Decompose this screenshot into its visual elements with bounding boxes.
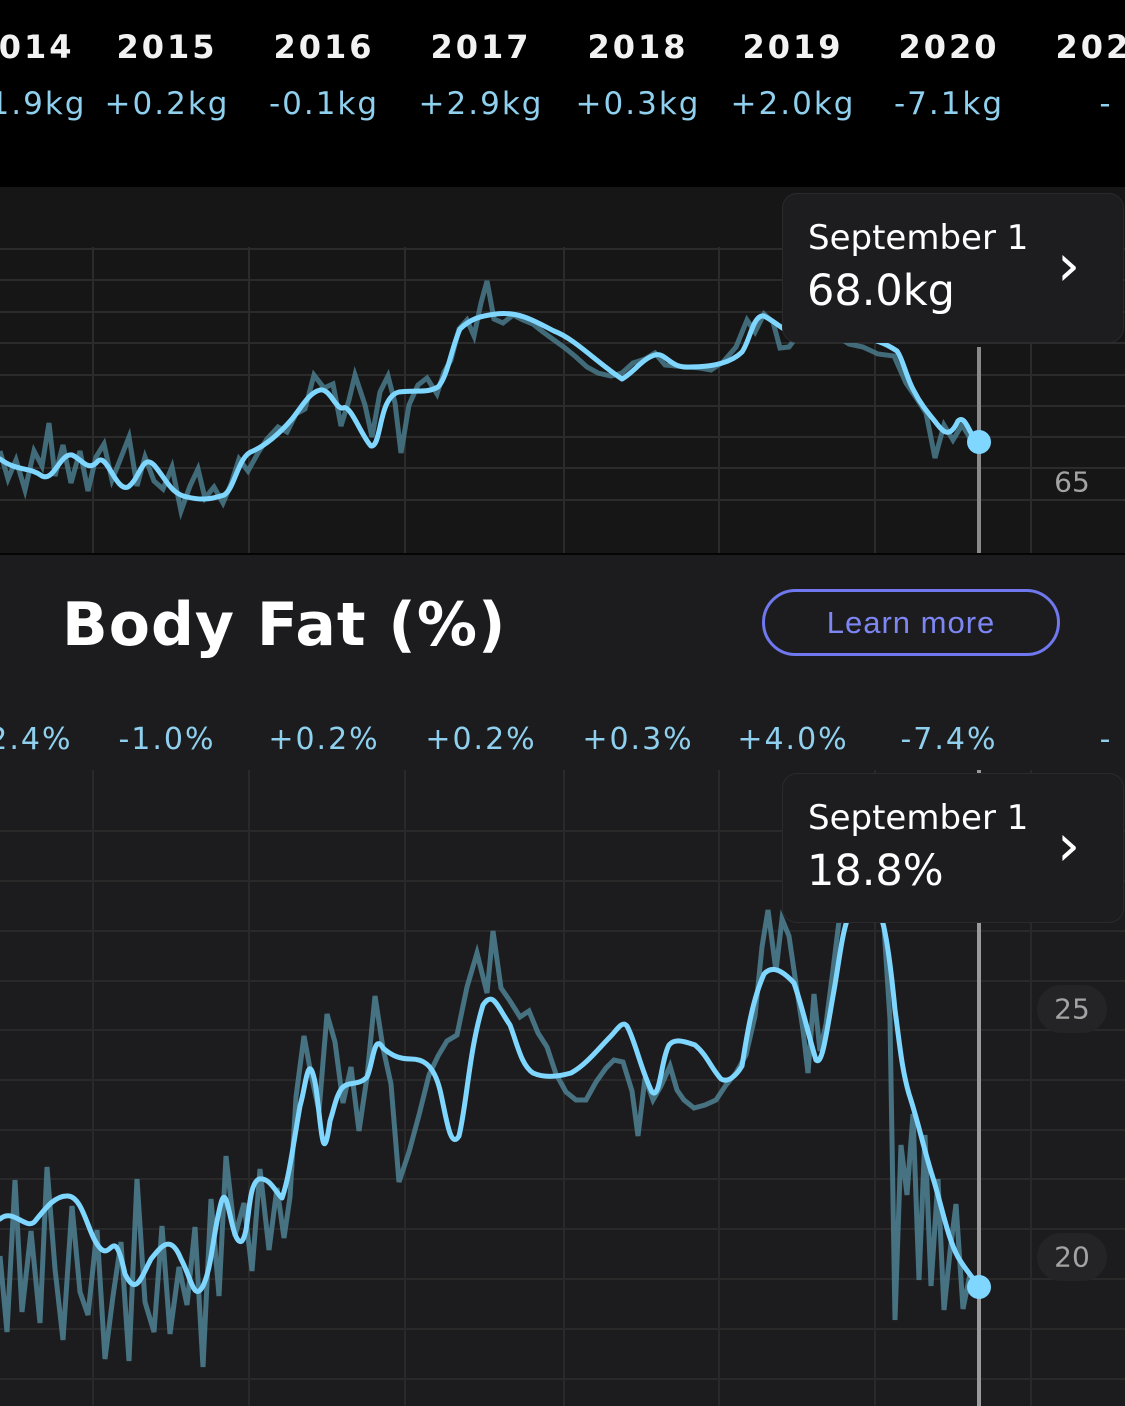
year-summary-header: 2014 2015 2016 2017 2018 2019 2020 2021 … [0,0,1125,187]
year-2015[interactable]: 2015 [116,28,218,66]
body-fat-tooltip-date: September 1 [808,798,1029,838]
weight-tooltip-value: 68.0kg [807,266,955,316]
section-divider [0,553,1125,555]
body-fat-selected-point[interactable] [967,1275,991,1299]
weight-chart-panel[interactable]: September 1 68.0kg › 65 [0,187,1125,553]
weight-change-2019: +2.0kg [730,86,856,122]
body-fat-section: September 1 18.8% › 25 20 [0,555,1125,1406]
body-fat-change-2021: - [1099,722,1113,757]
body-fat-axis-pill-25 [1037,985,1107,1033]
weight-selected-point[interactable] [967,430,991,454]
body-fat-title: Body Fat (%) [62,590,507,660]
weight-change-2020: -7.1kg [893,86,1005,122]
weight-tooltip-date: September 1 [808,218,1029,258]
body-fat-change-2017: +0.2% [425,722,537,757]
weight-change-2017: +2.9kg [418,86,544,122]
weight-change-2015: +0.2kg [104,86,230,122]
weight-chart[interactable] [0,187,1125,553]
body-fat-change-2014: -2.4% [0,722,73,757]
body-fat-tooltip-value: 18.8% [807,846,944,896]
body-fat-axis-pill-20 [1037,1233,1107,1281]
learn-more-button[interactable]: Learn more [762,589,1060,656]
year-2018[interactable]: 2018 [587,28,689,66]
year-2017[interactable]: 2017 [430,28,532,66]
body-fat-change-2018: +0.3% [582,722,694,757]
year-2020[interactable]: 2020 [898,28,1000,66]
weight-tooltip[interactable]: September 1 68.0kg › [783,194,1123,342]
body-fat-change-2015: -1.0% [118,722,216,757]
body-fat-change-2016: +0.2% [268,722,380,757]
weight-change-2021: - [1099,86,1113,122]
chevron-right-icon[interactable]: › [1057,811,1081,879]
body-fat-tooltip[interactable]: September 1 18.8% › [783,774,1123,922]
weight-change-2018: +0.3kg [575,86,701,122]
body-fat-smoothed-series [0,902,982,1294]
weight-change-2016: -0.1kg [268,86,380,122]
weight-change-2014: +1.9kg [0,86,87,122]
body-fat-axis-label-25: 25 [1054,992,1090,1026]
year-2021[interactable]: 2021 [1055,28,1125,66]
body-fat-axis-label-20: 20 [1054,1240,1090,1274]
chevron-right-icon[interactable]: › [1057,231,1081,299]
year-2019[interactable]: 2019 [742,28,844,66]
weight-axis-label-65: 65 [1054,465,1090,499]
year-2014[interactable]: 2014 [0,28,75,66]
body-fat-chart[interactable] [0,555,1125,1406]
weight-grid [0,247,1125,553]
body-fat-raw-series [0,874,981,1368]
body-fat-change-2019: +4.0% [737,722,849,757]
body-fat-change-2020: -7.4% [900,722,998,757]
year-2016[interactable]: 2016 [273,28,375,66]
